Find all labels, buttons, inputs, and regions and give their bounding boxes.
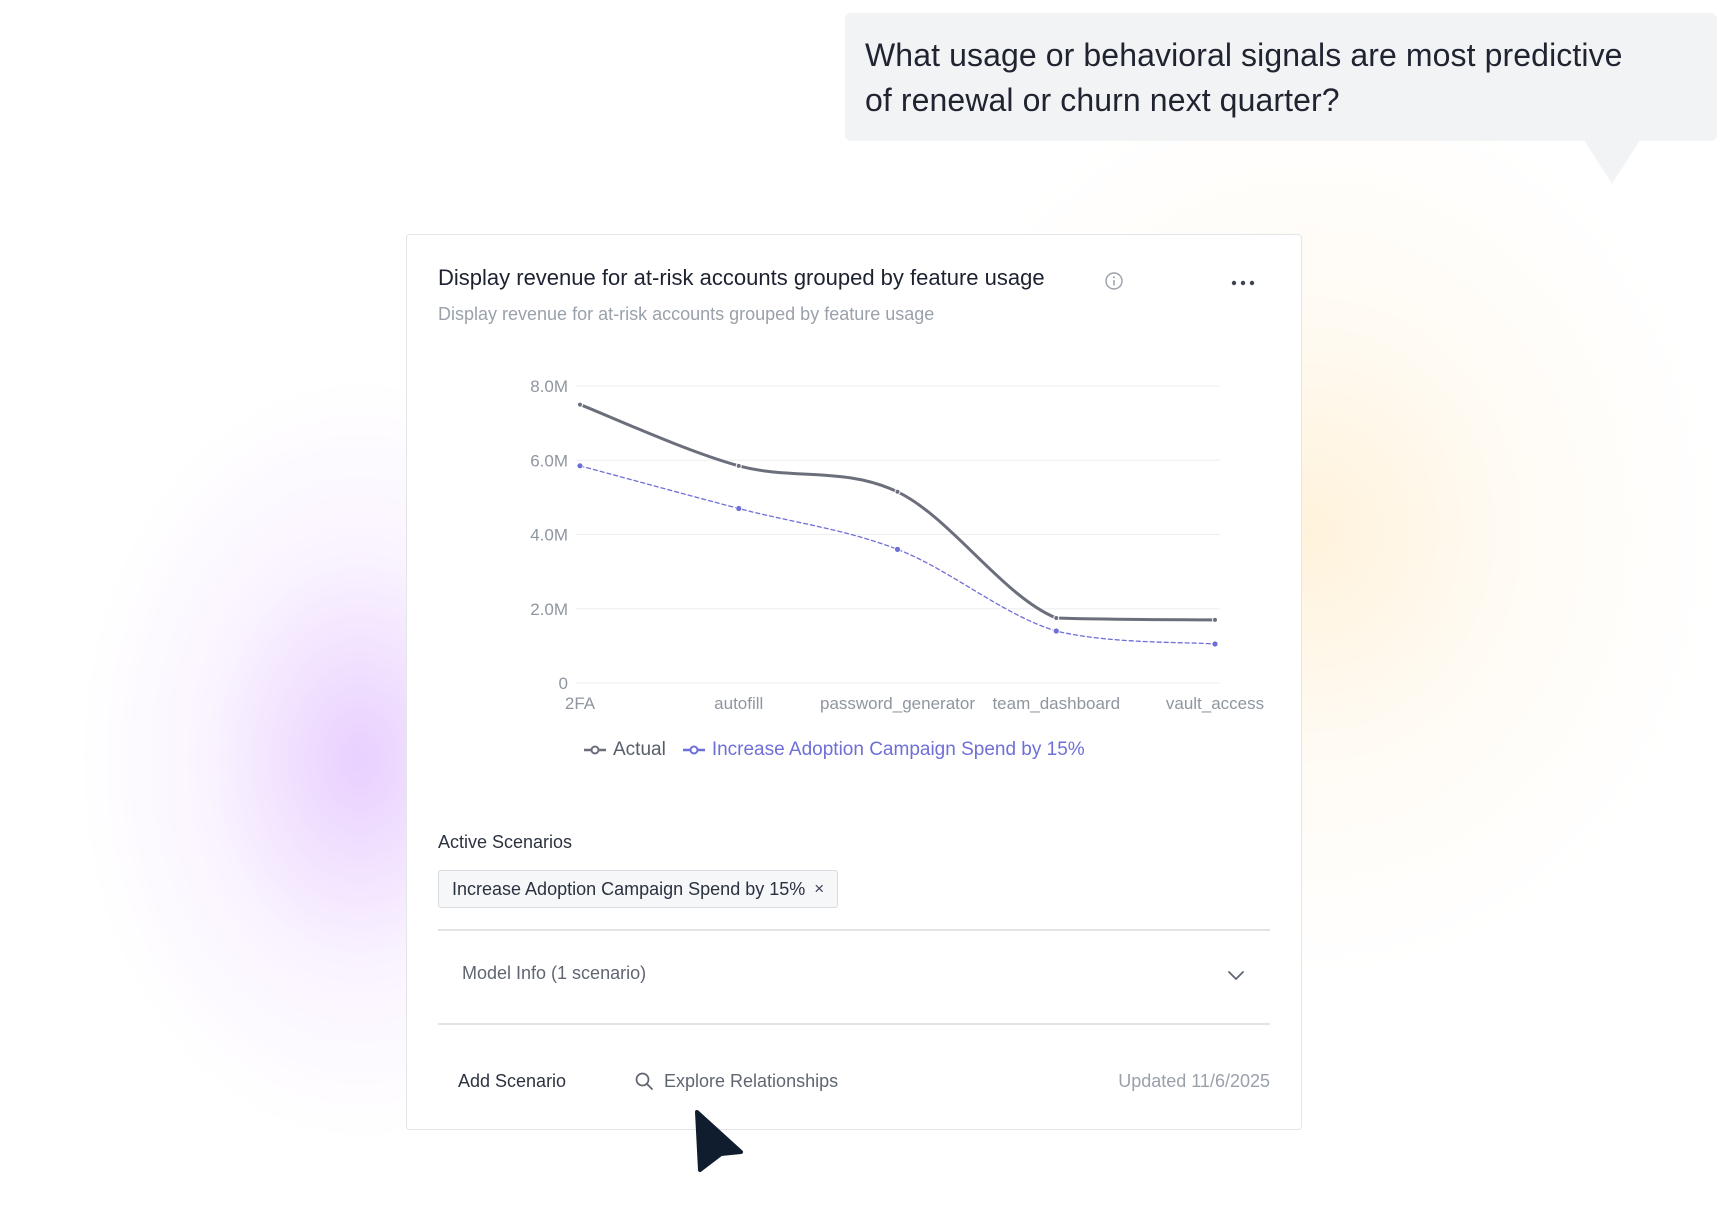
legend-item-scenario[interactable]: Increase Adoption Campaign Spend by 15% <box>682 739 1085 761</box>
x-tick-label: password_generator <box>820 694 975 713</box>
add-scenario-button[interactable]: Add Scenario <box>458 1061 566 1101</box>
explore-relationships-label: Explore Relationships <box>664 1070 839 1091</box>
legend-line-actual-icon <box>584 745 606 755</box>
prompt-text-line-2: of renewal or churn next quarter? <box>865 82 1340 118</box>
scenario-tag: Increase Adoption Campaign Spend by 15% … <box>438 870 839 908</box>
scenario-tag-label: Increase Adoption Campaign Spend by 15% <box>452 878 806 899</box>
model-info-accordion[interactable]: Model Info (1 scenario) <box>438 930 1270 1022</box>
data-point-scenario <box>1052 627 1060 635</box>
y-tick-label: 8.0M <box>530 377 568 396</box>
explore-relationships-button[interactable]: Explore Relationships <box>634 1061 838 1101</box>
prompt-bubble: What usage or behavioral signals are mos… <box>845 13 1717 141</box>
x-tick-label: 2FA <box>565 694 596 713</box>
line-chart: 0 2.0M 4.0M 6.0M 8.0M 2FA autofill password_gen… <box>530 377 1264 713</box>
y-tick-label: 0 <box>559 674 568 693</box>
data-point-actual <box>577 401 583 408</box>
x-tick-label: autofill <box>714 694 763 713</box>
data-point-scenario <box>894 545 901 553</box>
chart-legend: Actual Increase Adoption Campaign Spend … <box>583 735 1101 765</box>
search-icon <box>635 1072 653 1090</box>
legend-label-scenario: Increase Adoption Campaign Spend by 15% <box>711 739 1085 760</box>
card-title: Display revenue for at-risk accounts gro… <box>438 265 1045 290</box>
divider <box>438 1023 1270 1025</box>
card-subtitle: Display revenue for at-risk accounts gro… <box>438 304 935 324</box>
data-point-actual <box>1053 615 1060 622</box>
prompt-text-line-1: What usage or behavioral signals are mos… <box>865 37 1623 73</box>
legend-line-scenario-icon <box>682 745 705 755</box>
more-horizontal-icon[interactable] <box>1225 273 1261 293</box>
x-tick-label: vault_access <box>1166 694 1264 713</box>
divider <box>438 929 1270 931</box>
data-point-scenario <box>1211 640 1219 648</box>
data-point-actual <box>894 488 901 495</box>
chart-card: Display revenue for at-risk accounts gro… <box>406 234 1302 1130</box>
series-line-actual <box>578 403 1217 622</box>
info-circle-icon[interactable] <box>1104 271 1124 291</box>
x-tick-label: team_dashboard <box>992 694 1120 713</box>
y-tick-label: 2.0M <box>530 600 568 619</box>
data-point-actual <box>1212 616 1218 623</box>
updated-timestamp: Updated 11/6/2025 <box>1118 1071 1270 1091</box>
remove-scenario-button[interactable]: × <box>814 879 825 898</box>
legend-item-actual[interactable]: Actual <box>583 739 666 761</box>
model-info-label: Model Info (1 scenario) <box>462 963 647 983</box>
data-point-scenario <box>735 505 743 512</box>
chevron-down-icon <box>1228 971 1244 980</box>
legend-label-actual: Actual <box>613 739 666 760</box>
data-point-actual <box>735 462 742 469</box>
data-point-scenario <box>576 462 584 470</box>
add-scenario-label: Add Scenario <box>458 1070 567 1091</box>
prompt-bubble-tail <box>1584 140 1640 184</box>
active-scenarios-label: Active Scenarios <box>438 832 573 852</box>
y-tick-label: 4.0M <box>530 526 568 545</box>
y-tick-label: 6.0M <box>530 451 568 470</box>
